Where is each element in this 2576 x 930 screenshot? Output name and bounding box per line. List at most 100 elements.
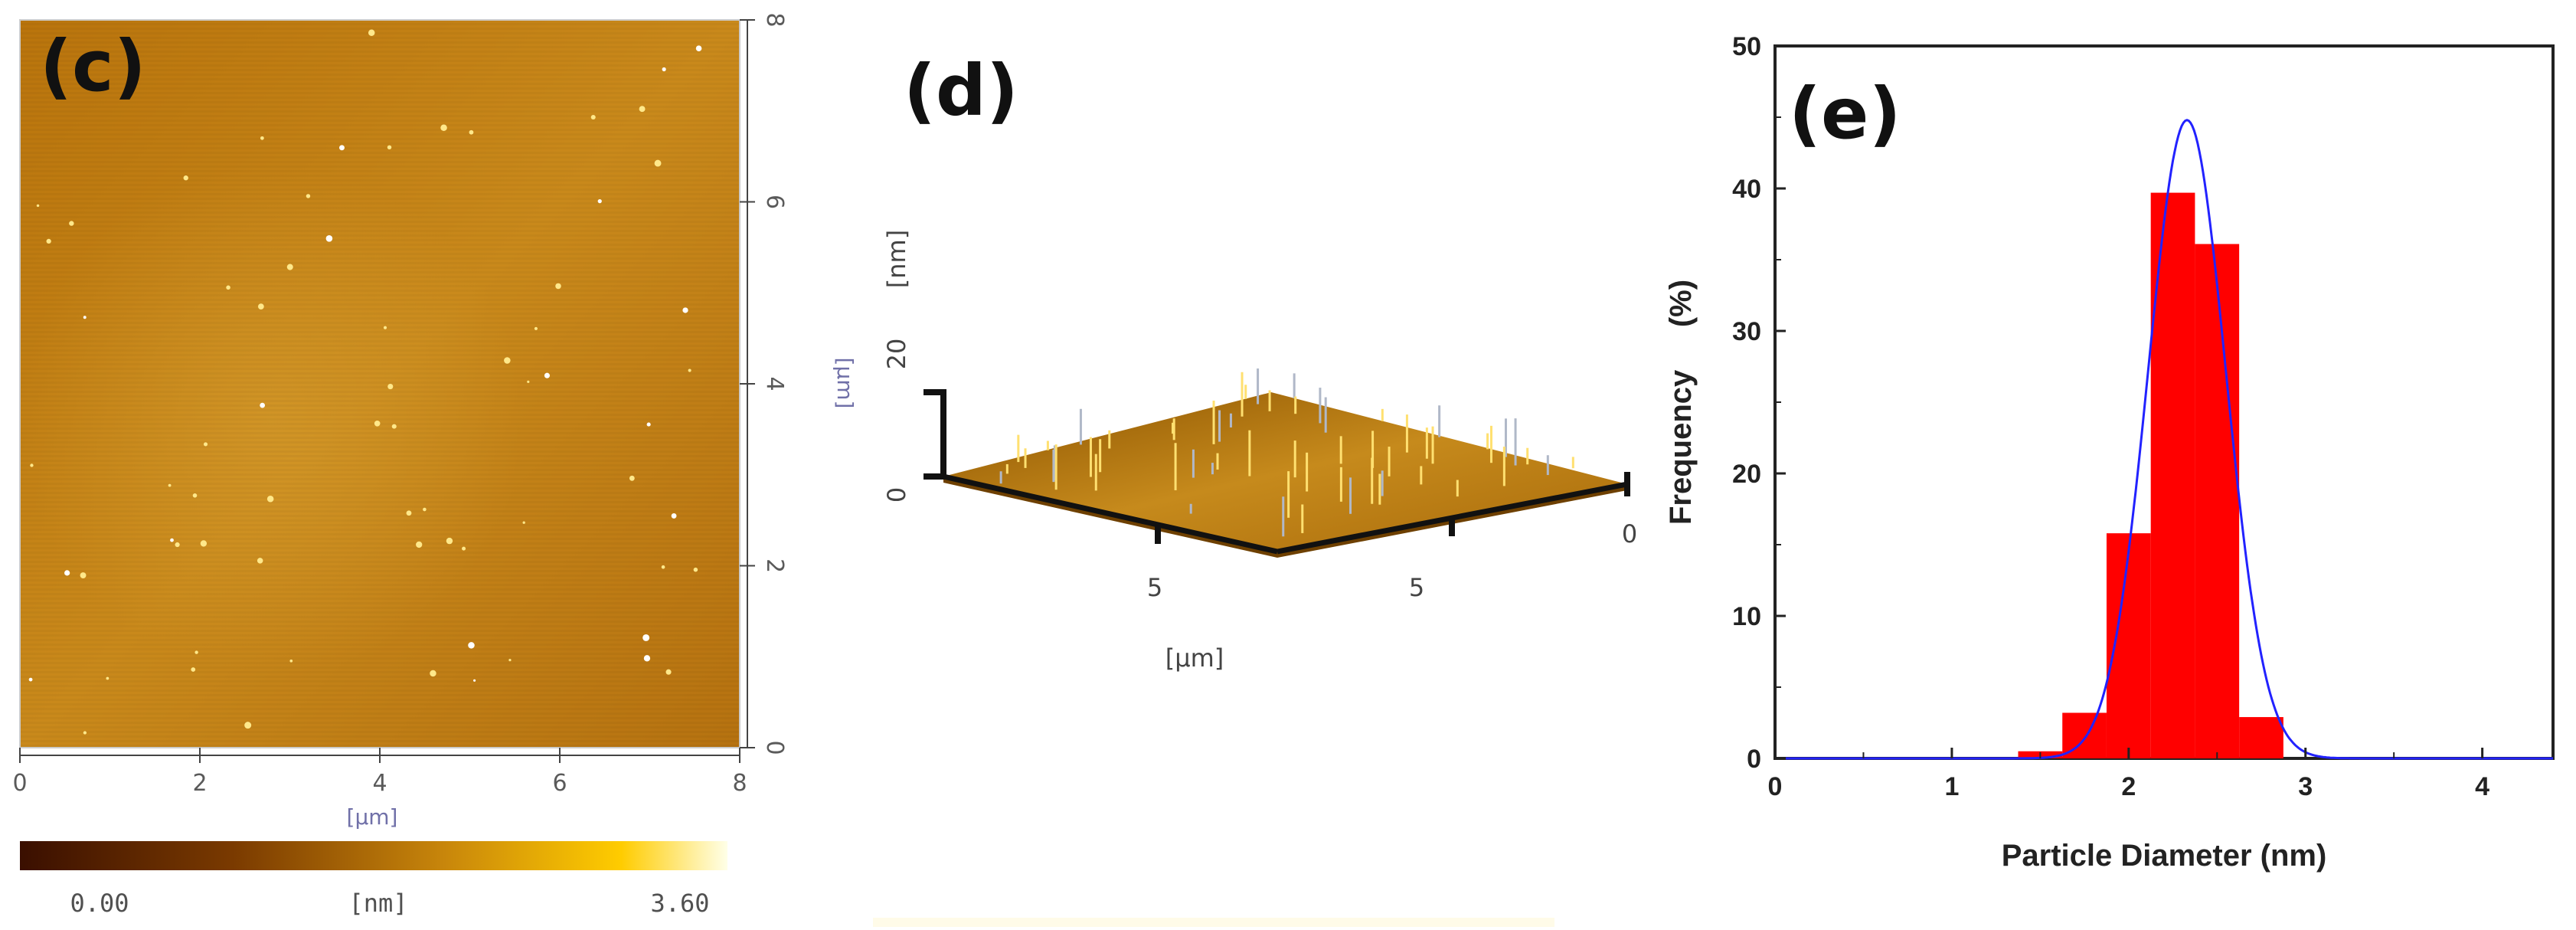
afm-particle <box>662 67 666 72</box>
afm-particle <box>544 372 551 378</box>
colorbar <box>20 841 727 870</box>
afm-particle <box>46 238 51 244</box>
afm-particle <box>469 129 474 135</box>
z-unit: [nm] <box>882 230 911 288</box>
afm-particle <box>639 106 646 113</box>
afm-x-tick-label: 6 <box>552 770 567 797</box>
afm-particle <box>446 537 453 545</box>
histogram-x-tick-label: 1 <box>1944 772 1959 801</box>
afm-particle <box>175 542 180 548</box>
panel-d: (d) 20 0 [nm] 5 5 0 [µm] <box>873 50 1637 927</box>
histogram-x-tick-label: 2 <box>2121 772 2136 801</box>
afm-particle <box>522 521 525 524</box>
z-tick-0: 0 <box>882 487 911 503</box>
afm-particles <box>28 29 702 735</box>
afm-particle <box>325 234 333 242</box>
afm-particle <box>643 655 651 662</box>
afm-particle <box>504 357 511 364</box>
afm-particle <box>257 303 264 310</box>
afm-particle <box>195 650 198 654</box>
afm-particle <box>83 316 87 319</box>
afm-particle <box>289 659 293 663</box>
histogram-bar-5 <box>2239 717 2283 758</box>
histogram-bar-3 <box>2150 192 2195 758</box>
afm-y-unit: [µm] <box>832 358 858 409</box>
afm-particle <box>257 558 263 564</box>
x-tick-label-right: 5 <box>1409 573 1424 602</box>
histogram-bars <box>2018 192 2283 758</box>
xy-unit: [µm] <box>1165 643 1224 673</box>
afm-particle <box>286 264 293 270</box>
afm-y-tick-label: 6 <box>761 195 788 209</box>
afm-particle <box>260 136 264 140</box>
afm-particle <box>440 124 447 132</box>
x-tick-label-end: 0 <box>1622 519 1637 549</box>
afm-particle <box>430 670 436 677</box>
afm-y-tick-label: 4 <box>761 376 788 391</box>
afm-particle <box>80 572 87 579</box>
afm-particle <box>183 175 188 181</box>
histogram-y-tick-label: 50 <box>1732 32 1761 61</box>
afm-particle <box>36 204 40 208</box>
histogram-y-tick-label: 40 <box>1732 175 1761 204</box>
x-axis-front-left <box>943 473 1278 555</box>
afm-x-unit: [µm] <box>347 804 398 830</box>
afm-particle <box>368 29 375 36</box>
afm-particle <box>462 546 466 551</box>
afm-particle <box>192 493 198 498</box>
afm-particle <box>170 538 174 542</box>
colorbar-min-label: 0.00 <box>70 889 129 918</box>
afm-particle <box>226 285 230 290</box>
afm-particle <box>83 731 87 735</box>
histogram-bar-4 <box>2195 244 2240 758</box>
surface-spikes <box>999 368 1574 537</box>
afm-x-axis: 0 2 4 6 8 <box>12 748 747 797</box>
afm-x-tick-label: 8 <box>732 770 747 797</box>
afm-particle <box>590 114 596 120</box>
afm-particle <box>106 676 110 680</box>
histogram-x-tick-label: 3 <box>2298 772 2313 801</box>
afm-particle <box>338 145 345 151</box>
afm-particle <box>534 326 538 331</box>
afm-image-scanlines <box>20 20 740 748</box>
afm-particle <box>665 669 672 675</box>
afm-x-tick-label: 0 <box>12 770 27 797</box>
histogram-ylabel: Frequency (%) <box>1664 280 1698 525</box>
afm-particle <box>168 483 172 487</box>
afm-particle <box>693 567 698 572</box>
afm-particle <box>391 424 397 429</box>
panel-e-label: (e) <box>1789 73 1901 155</box>
z-tick-20: 20 <box>882 339 911 370</box>
x-tick-label-left: 5 <box>1147 573 1162 602</box>
afm-y-tick-label: 8 <box>761 12 788 27</box>
afm-particle <box>306 194 311 198</box>
afm-particle <box>30 463 34 467</box>
afm-particle <box>555 283 561 290</box>
panel-c-label: (c) <box>40 25 146 107</box>
afm-x-tick-label: 2 <box>192 770 207 797</box>
panel-d-bottom-strip <box>873 918 1554 927</box>
afm-y-tick-label: 2 <box>761 558 788 573</box>
afm-particle <box>597 199 602 204</box>
afm-particle <box>473 679 476 682</box>
afm-particle <box>244 722 252 729</box>
afm-particle <box>527 380 530 383</box>
afm-particle <box>654 159 662 167</box>
afm-particle <box>406 510 412 516</box>
panel-d-label: (d) <box>904 50 1018 132</box>
afm-particle <box>260 402 265 408</box>
gaussian-fit-curve <box>1775 119 2553 760</box>
afm-y-tick-label: 0 <box>761 740 788 755</box>
afm-y-axis: 0 2 4 6 8 <box>740 12 788 755</box>
afm-particle <box>387 383 394 390</box>
histogram-bar-2 <box>2106 533 2151 758</box>
histogram-y-tick-label: 10 <box>1732 602 1761 631</box>
afm-particle <box>69 221 74 226</box>
afm-particle <box>203 442 208 447</box>
histogram-y-tick-label: 30 <box>1732 317 1761 346</box>
afm-particle <box>508 658 512 662</box>
afm-particle <box>416 541 423 549</box>
afm-particle <box>671 512 677 519</box>
